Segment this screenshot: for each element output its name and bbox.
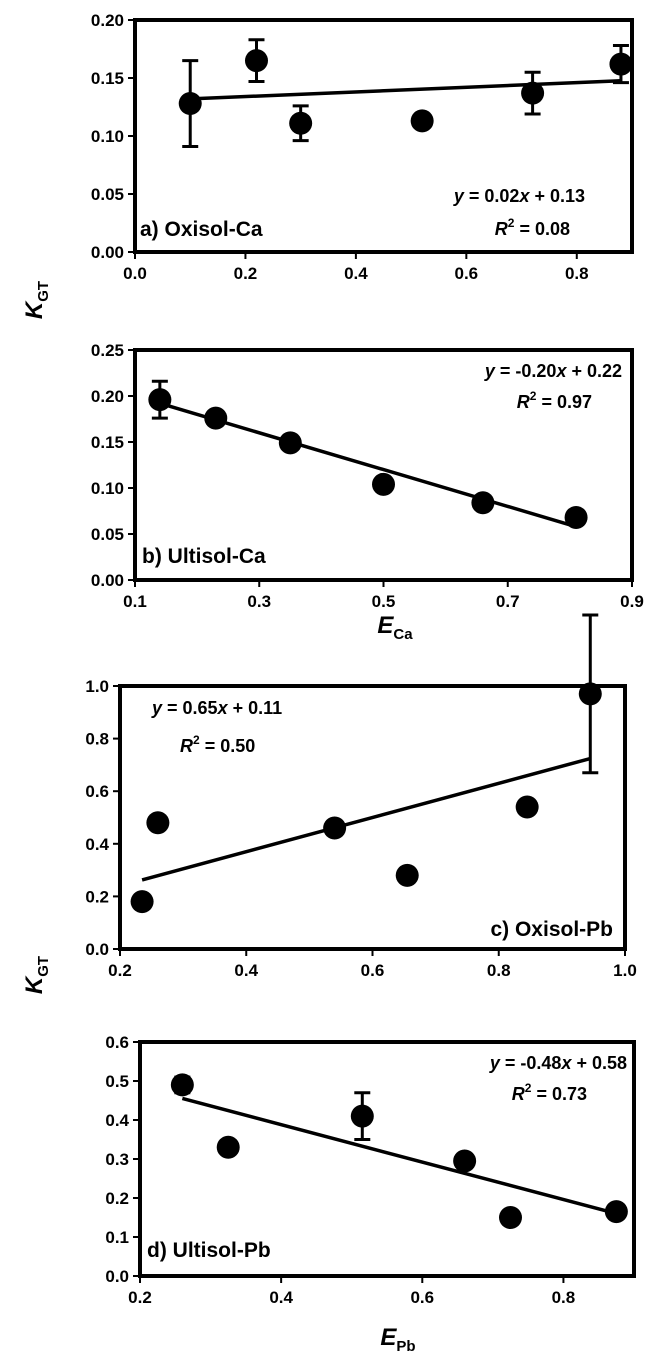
panel-c-oxisol-pb: 0.2 0.4 0.6 0.8 1.0 0.0 0.2 0.4 0.6 0.8 1.0 c) Oxi…	[85, 613, 637, 980]
x-tick-label: 0.7	[496, 592, 520, 611]
y-tick-label: 0.5	[105, 1072, 129, 1091]
fit-line	[159, 401, 577, 529]
y-tick-label: 0.25	[91, 341, 124, 360]
data-point	[204, 406, 228, 430]
y-tick-label: 0.05	[91, 525, 124, 544]
fit-line	[141, 756, 591, 882]
data-point	[289, 111, 313, 135]
data-point	[323, 816, 347, 840]
data-point	[178, 92, 202, 116]
fit-line	[190, 79, 622, 101]
x-tick-label: 0.1	[123, 592, 147, 611]
x-tick-label: 0.2	[108, 961, 132, 980]
data-point	[372, 472, 395, 496]
data-point	[564, 505, 588, 529]
panel-label: b) Ultisol-Ca	[142, 545, 266, 568]
y-tick-label: 0.6	[85, 782, 109, 801]
y-tick-label: 0.2	[85, 887, 109, 906]
r-squared: R2 = 0.73	[512, 1081, 587, 1104]
data-point	[395, 863, 419, 887]
fit-line	[181, 1096, 617, 1216]
data-point	[170, 1073, 194, 1097]
data-point	[609, 52, 633, 76]
y-tick-label: 0.00	[91, 571, 124, 590]
data-point	[499, 1206, 522, 1229]
data-point	[410, 109, 434, 133]
x-tick-label: 0.0	[123, 264, 147, 283]
data-point	[521, 81, 545, 105]
x-tick-label: 0.3	[247, 592, 271, 611]
fit-equation: y = -0.48x + 0.58	[489, 1053, 627, 1073]
x-tick-label: 0.8	[487, 961, 511, 980]
y-tick-label: 0.8	[85, 730, 109, 749]
x-tick-label: 0.4	[269, 1288, 293, 1307]
x-tick-label: 0.5	[372, 592, 396, 611]
y-tick-label: 0.0	[105, 1267, 129, 1286]
data-point	[453, 1149, 477, 1173]
data-point	[604, 1200, 628, 1224]
data-point	[146, 811, 170, 835]
panel-label: d) Ultisol-Pb	[147, 1239, 271, 1262]
panel-b-ultisol-ca: 0.1 0.3 0.5 0.7 0.90.000.050.100.150.200.25 …	[91, 341, 644, 611]
x-tick-label: 0.8	[552, 1288, 576, 1307]
fit-equation: y = -0.20x + 0.22	[484, 361, 622, 381]
fit-equation: y = 0.65x + 0.11	[151, 698, 282, 718]
x-tick-label: 0.6	[361, 961, 385, 980]
data-point	[471, 491, 495, 515]
y-tick-label: 0.1	[105, 1228, 129, 1247]
y-tick-label: 0.20	[91, 387, 124, 406]
fit-equation: y = 0.02x + 0.13	[453, 186, 585, 206]
y-axis-title-top: KGT	[21, 281, 52, 319]
x-tick-label: 0.2	[234, 264, 258, 283]
x-tick-label: 0.9	[620, 592, 644, 611]
r-squared: R2 = 0.50	[180, 733, 255, 756]
x-axis-title-pb: EPb	[380, 1324, 415, 1355]
x-tick-label: 0.6	[455, 264, 479, 283]
panel-label: a) Oxisol-Ca	[140, 218, 263, 241]
y-tick-label: 0.20	[91, 11, 124, 30]
x-tick-label: 0.6	[410, 1288, 434, 1307]
x-tick-label: 0.2	[128, 1288, 152, 1307]
data-point	[278, 431, 302, 455]
data-point	[130, 890, 154, 914]
data-point	[350, 1104, 374, 1128]
y-tick-label: 0.15	[91, 433, 124, 452]
data-point	[244, 49, 268, 73]
y-tick-label: 0.15	[91, 69, 124, 88]
y-tick-label: 0.4	[105, 1111, 129, 1130]
data-point	[515, 795, 539, 819]
y-tick-label: 0.00	[91, 243, 124, 262]
x-tick-label: 0.8	[565, 264, 589, 283]
panel-d-ultisol-pb: 0.2 0.4 0.6 0.8 0.0 0.1 0.2 0.3 0.4 0.5 0.6 d) Ult…	[105, 1033, 636, 1307]
r-squared: R2 = 0.97	[517, 389, 592, 412]
y-tick-label: 0.05	[91, 185, 124, 204]
panel-a-oxisol-ca: 0.0 0.2 0.4 0.6 0.8 0.00 0.05 0.10 0.15 0.20 a) O…	[91, 11, 634, 283]
y-tick-label: 0.10	[91, 127, 124, 146]
y-tick-label: 0.3	[105, 1150, 129, 1169]
y-tick-label: 0.6	[105, 1033, 129, 1052]
y-tick-label: 0.10	[91, 479, 124, 498]
data-point	[148, 388, 172, 412]
r-squared: R2 = 0.08	[495, 216, 570, 239]
x-tick-label: 0.4	[234, 961, 258, 980]
y-tick-label: 1.0	[85, 677, 109, 696]
x-tick-label: 0.4	[344, 264, 368, 283]
data-point	[578, 682, 602, 706]
y-tick-label: 0.2	[105, 1189, 129, 1208]
panel-label: c) Oxisol-Pb	[490, 918, 613, 941]
y-axis-title-bottom: KGT	[21, 956, 52, 994]
y-tick-label: 0.4	[85, 835, 109, 854]
x-tick-label: 1.0	[613, 961, 637, 980]
x-axis-title-ca: ECa	[377, 612, 413, 643]
data-point	[216, 1135, 240, 1159]
y-tick-label: 0.0	[85, 940, 109, 959]
